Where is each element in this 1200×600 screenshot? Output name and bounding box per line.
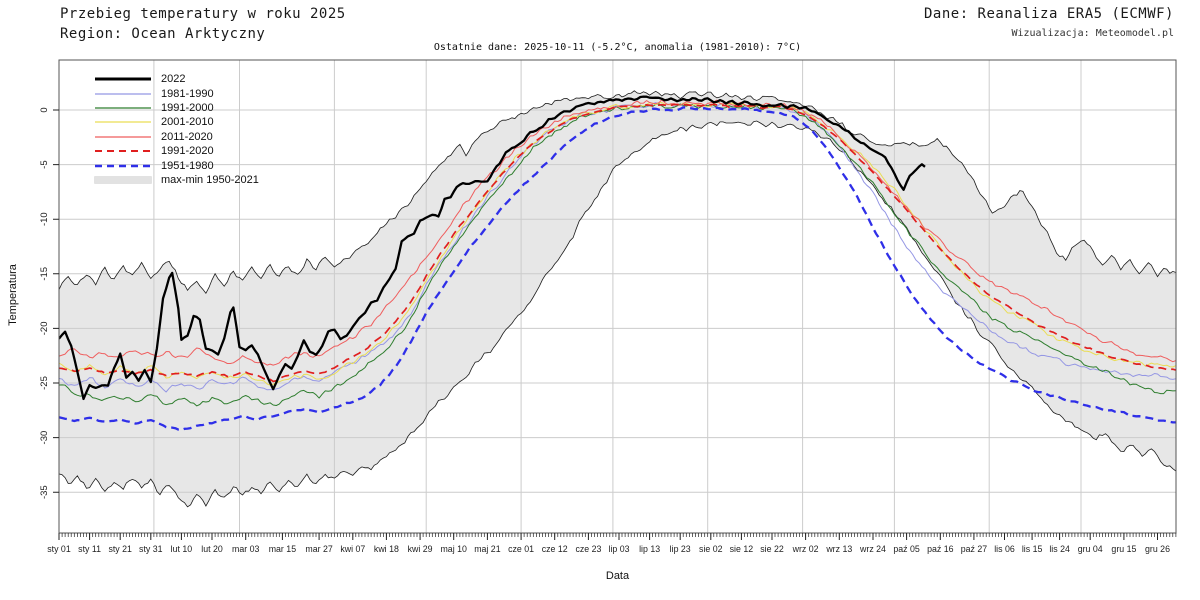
- band-min-line: [59, 120, 1176, 508]
- x-tick-label: paź 16: [927, 544, 954, 554]
- y-tick-label: -30: [39, 431, 50, 445]
- legend-label: 1981-1990: [161, 87, 214, 100]
- x-tick-label: gru 26: [1145, 544, 1170, 554]
- x-tick-label: sie 22: [760, 544, 784, 554]
- x-tick-label: paź 27: [961, 544, 988, 554]
- series-line-2001-2010: [59, 101, 1176, 386]
- chart-title: Przebieg temperatury w roku 2025: [60, 6, 346, 22]
- legend-item-2001-2010: 2001-2010: [94, 115, 259, 129]
- plot-border: [58, 59, 1177, 534]
- plot-area: [59, 60, 1176, 533]
- x-tick-label: lis 06: [994, 544, 1015, 554]
- x-tick-label: sty 31: [139, 544, 163, 554]
- legend-line-sample: [95, 92, 151, 95]
- x-tick-label: sie 12: [730, 544, 754, 554]
- legend-label: max-min 1950-2021: [161, 173, 259, 186]
- data-source-label: Dane: Reanaliza ERA5 (ECMWF): [923, 6, 1174, 22]
- x-axis-title: Data: [605, 570, 630, 582]
- x-tick-label: wrz 24: [859, 544, 886, 554]
- legend-label: 1951-1980: [161, 159, 214, 172]
- x-tick-label: kwi 18: [374, 544, 399, 554]
- x-tick-label: lut 20: [201, 544, 223, 554]
- series-line-2011-2020: [59, 99, 1176, 366]
- x-tick-label: gru 15: [1111, 544, 1136, 554]
- series-line-1991-2000: [59, 103, 1176, 407]
- legend-item-2011-2020: 2011-2020: [94, 130, 259, 144]
- legend-label: 2022: [161, 73, 186, 86]
- x-tick-label: maj 10: [440, 544, 467, 554]
- x-tick-label: mar 27: [305, 544, 332, 554]
- x-axis-minor-ticks: [58, 533, 1177, 537]
- legend-line-sample: [95, 121, 151, 124]
- x-tick-label: lis 24: [1049, 544, 1070, 554]
- band-max-line: [59, 90, 1176, 295]
- y-tick-label: -15: [39, 267, 50, 281]
- title-block: Przebieg temperatury w roku 2025 Region:…: [60, 6, 346, 42]
- y-axis-ticks: [53, 109, 59, 493]
- x-tick-label: wrz 02: [792, 544, 819, 554]
- x-tick-label: paź 05: [893, 544, 920, 554]
- visualization-credit: Wizualizacja: Meteomodel.pl: [1011, 28, 1174, 39]
- chart-legend: 2022 1981-1990 1991-2000 2001-2010 2011-…: [94, 72, 259, 187]
- series-line-1951-1980: [59, 106, 1176, 432]
- x-tick-label: mar 03: [232, 544, 259, 554]
- x-tick-label: lip 03: [608, 544, 629, 554]
- legend-item-1991-2000: 1991-2000: [94, 101, 259, 115]
- y-tick-label: -20: [39, 322, 50, 336]
- x-tick-label: lip 13: [639, 544, 660, 554]
- y-tick-label: -10: [39, 212, 50, 226]
- x-tick-label: kwi 29: [408, 544, 433, 554]
- legend-label: 2011-2020: [161, 130, 213, 143]
- legend-item-1981-1990: 1981-1990: [94, 86, 259, 100]
- x-tick-label: mar 15: [269, 544, 296, 554]
- legend-line-sample: [95, 77, 151, 81]
- x-tick-label: lis 15: [1022, 544, 1043, 554]
- series-line-1981-1990: [59, 102, 1176, 393]
- x-tick-label: sty 01: [47, 544, 71, 554]
- chart-region-subtitle: Region: Ocean Arktyczny: [60, 26, 266, 42]
- x-tick-label: maj 21: [474, 544, 501, 554]
- x-tick-label: cze 01: [508, 544, 534, 554]
- y-tick-label: -5: [39, 160, 50, 168]
- legend-item-1951-1980: 1951-1980: [94, 158, 259, 172]
- x-tick-label: lip 23: [670, 544, 691, 554]
- x-tick-label: gru 04: [1078, 544, 1103, 554]
- x-tick-label: sty 21: [108, 544, 132, 554]
- legend-item-maxmin-band: max-min 1950-2021: [94, 173, 259, 187]
- source-block: Dane: Reanaliza ERA5 (ECMWF) Wizualizacj…: [924, 6, 1174, 39]
- legend-item-2022: 2022: [94, 72, 259, 86]
- x-tick-label: wrz 13: [825, 544, 852, 554]
- x-tick-label: sty 11: [78, 544, 101, 554]
- y-axis-title: Temperatura: [7, 264, 19, 326]
- legend-label: 2001-2010: [161, 116, 214, 129]
- x-tick-label: kwi 07: [340, 544, 365, 554]
- x-axis-major-ticks: [58, 533, 1158, 540]
- legend-line-sample: [95, 164, 151, 167]
- x-tick-label: sie 02: [699, 544, 723, 554]
- legend-line-sample: [95, 107, 151, 109]
- y-tick-label: -35: [39, 485, 50, 499]
- legend-band-sample: [94, 175, 152, 184]
- x-tick-label: cze 12: [542, 544, 568, 554]
- legend-line-sample: [95, 150, 151, 153]
- series-line-2022: [59, 95, 926, 401]
- x-tick-label: cze 23: [575, 544, 601, 554]
- y-tick-label: -25: [39, 376, 50, 390]
- last-data-annotation: Ostatnie dane: 2025-10-11 (-5.2°C, anoma…: [433, 42, 802, 53]
- series-line-1991-2020: [59, 103, 1176, 383]
- gridlines: [59, 60, 1176, 533]
- legend-label: 1991-2020: [161, 145, 214, 158]
- legend-label: 1991-2000: [161, 101, 214, 114]
- legend-item-1991-2020: 1991-2020: [94, 144, 259, 158]
- y-tick-label: 0: [39, 107, 50, 112]
- legend-line-sample: [95, 136, 151, 138]
- x-tick-label: lut 10: [171, 544, 193, 554]
